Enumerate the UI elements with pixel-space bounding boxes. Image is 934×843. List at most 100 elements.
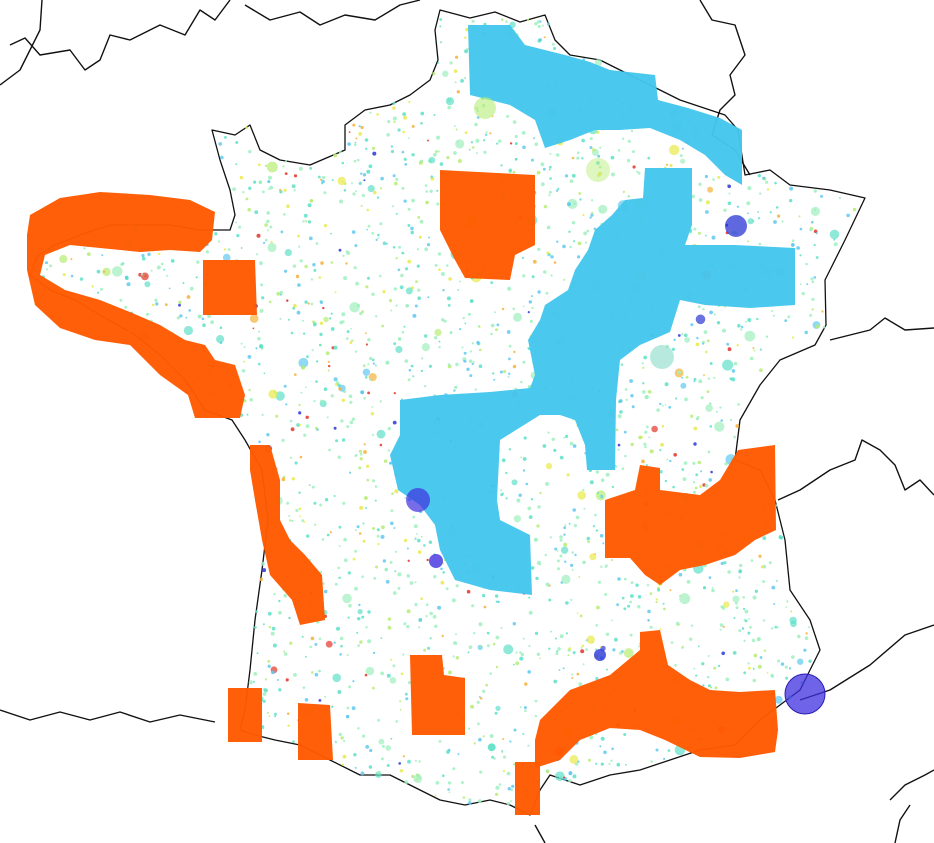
observation-point [813,229,818,234]
observation-point [403,199,407,203]
observation-point [286,299,289,302]
observation-point [522,469,526,472]
observation-point [471,362,474,366]
observation-point [411,124,415,128]
observation-point [268,715,271,718]
observation-point [564,524,567,527]
observation-point [567,654,570,657]
observation-point [758,242,762,246]
observation-point [748,666,751,670]
observation-point [615,428,619,432]
observation-point [533,137,535,140]
observation-point [705,350,708,354]
observation-point [404,780,409,785]
observation-point [446,296,451,301]
observation-point [568,771,573,776]
observation-point [376,113,379,116]
observation-point [353,143,357,147]
observation-point [239,175,244,180]
observation-point [741,627,745,630]
observation-point [534,699,538,703]
observation-point [279,188,282,191]
observation-point [343,189,347,192]
observation-point [597,492,600,494]
observation-point [522,305,525,308]
observation-point [611,172,615,177]
observation-point [349,302,360,313]
observation-point [281,477,286,482]
observation-point [799,254,802,257]
observation-point [304,264,308,269]
observation-point [732,590,735,593]
observation-point [536,524,540,528]
observation-point [698,198,703,202]
observation-point [407,137,410,140]
observation-point [386,764,390,767]
observation-point [789,198,793,203]
observation-point [373,190,377,195]
observation-point [418,626,421,629]
observation-point [367,639,372,644]
observation-point [505,497,508,500]
observation-point [358,181,362,185]
observation-point [692,490,697,494]
observation-point [365,507,368,509]
observation-point [691,194,695,199]
observation-point [648,436,651,439]
observation-point [515,142,518,145]
observation-point [399,708,402,711]
observation-point [255,610,258,613]
observation-point [578,192,582,195]
observation-point [723,208,727,212]
observation-point [690,414,694,418]
observation-point [321,179,325,184]
observation-point [569,179,574,183]
observation-point [408,100,411,104]
observation-point [399,769,404,773]
observation-point [737,403,740,406]
observation-point [647,390,652,394]
observation-point [222,253,231,262]
observation-point [262,190,265,194]
observation-point [643,355,648,360]
observation-point [661,425,665,428]
observation-point [833,238,836,241]
observation-point [339,636,344,641]
observation-point [585,241,588,244]
observation-point [693,426,698,431]
observation-point [509,142,513,145]
observation-point [291,184,296,189]
observation-point [537,247,541,251]
observation-point [724,462,728,466]
observation-point [760,565,764,569]
observation-point [365,666,375,676]
observation-point [358,449,362,453]
observation-point [298,357,309,368]
observation-point [402,755,405,758]
observation-point [776,626,779,629]
observation-point [649,449,654,454]
observation-point [335,383,338,386]
observation-point [647,609,651,614]
observation-point [420,369,424,373]
observation-point [540,162,545,167]
observation-point [417,216,421,219]
observation-point [617,577,621,581]
observation-point [341,763,345,766]
observation-point [428,364,432,368]
observation-point [785,606,788,608]
observation-point [605,632,610,636]
observation-point [343,537,347,542]
observation-point [506,802,510,806]
observation-point [376,534,380,538]
observation-point [258,440,261,444]
observation-point [314,642,318,646]
observation-point [568,230,571,233]
observation-point [140,273,143,276]
observation-point [101,254,104,257]
france-border [29,9,866,816]
observation-point [678,572,683,577]
observation-point [330,232,332,235]
observation-point [743,639,746,643]
observation-point [102,267,111,277]
